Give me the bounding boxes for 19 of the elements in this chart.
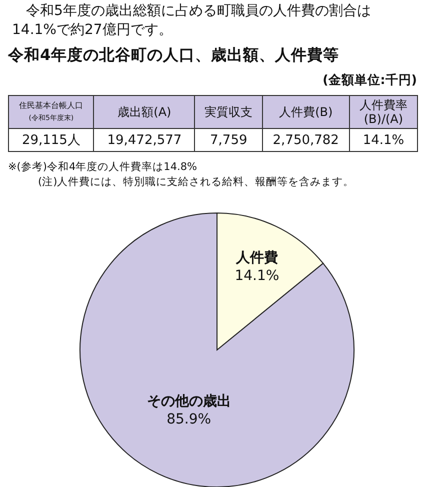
text: 19,472,577 — [107, 132, 182, 148]
text: 14.1% — [362, 132, 404, 148]
text: 7,759 — [210, 132, 248, 148]
category-label: 歳出額(A) — [116, 105, 172, 119]
category-label: 実質収支 — [204, 105, 254, 119]
text: 令和4年度の北谷町の人口、歳出額、人件費等 — [8, 45, 339, 66]
data-label: 14.1% — [234, 268, 280, 284]
category-label: 人件費(B) — [278, 105, 334, 119]
text: 29,115人 — [22, 133, 80, 148]
text: 2,750,782 — [272, 132, 339, 148]
category-label: 人件費率 (B)/(A) — [350, 98, 417, 126]
slice-label: その他の歳出 — [146, 393, 231, 410]
text: (金額単位:千円) — [322, 72, 417, 89]
pie-slice — [80, 212, 354, 487]
text: (注)人件費には、特別職に支給される給料、報酬等を含みます。 — [38, 175, 354, 189]
slice-label: 人件費 — [234, 250, 278, 266]
text: 令和5年度の歳出総額に占める町職員の人件費の割合は14.1%で約27億円です。 — [12, 2, 372, 40]
text: ※(参考)令和4年度の人件費率は14.8% — [8, 160, 198, 174]
data-label: 85.9% — [166, 411, 212, 428]
